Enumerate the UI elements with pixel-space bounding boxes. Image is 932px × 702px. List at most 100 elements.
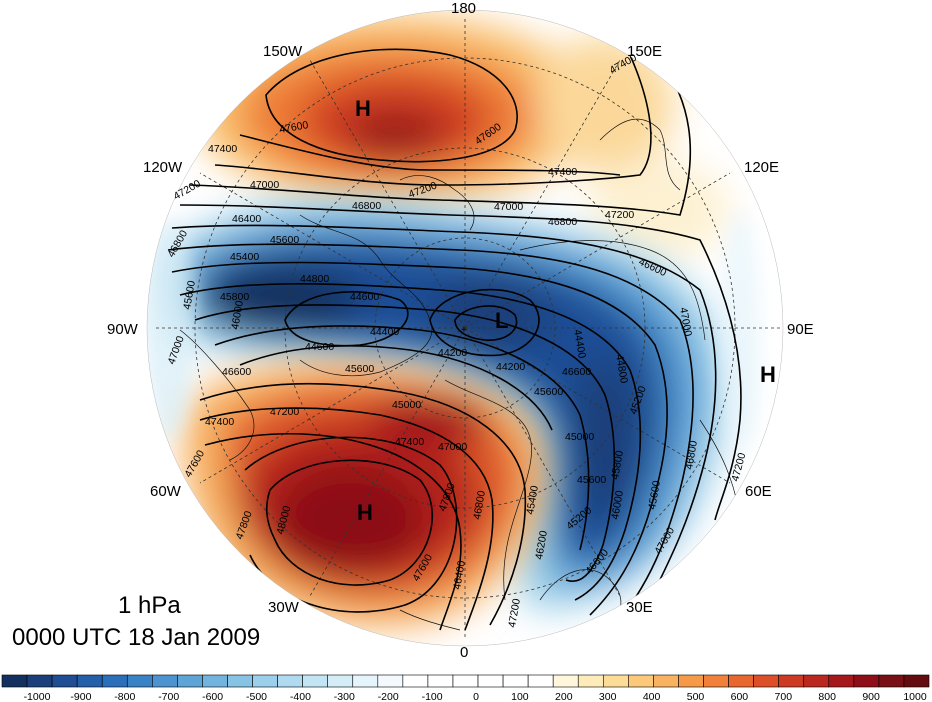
colorbar-tick-label: -900 [70, 691, 91, 702]
contour-label: 47400 [208, 143, 237, 155]
colorbar-box [252, 674, 278, 688]
contour-label: 46800 [471, 490, 488, 521]
colorbar-box [227, 674, 253, 688]
colorbar-box [728, 674, 754, 688]
colorbar-tick-label: 600 [731, 691, 749, 702]
colorbar-tick-label: 300 [599, 691, 617, 702]
contour-label: 46400 [232, 213, 261, 225]
colorbar-box [527, 674, 554, 688]
lon-label-30e: 30E [626, 599, 653, 616]
lon-label-0: 0 [460, 644, 468, 661]
colorbar-tick-label: 1000 [903, 691, 927, 702]
contour-label: 47400 [548, 166, 577, 178]
lon-label-180: 180 [451, 0, 476, 17]
contour-label: 47400 [205, 416, 234, 428]
colorbar-box [577, 674, 604, 688]
colorbar-boxes [1, 674, 930, 688]
colorbar-box [903, 674, 930, 688]
high-pressure-marker: H [357, 500, 373, 525]
colorbar-ticks: -1000 -900 -800 -700 -600 -500 -400 -300 -200 -10… [24, 691, 927, 702]
contour-label: 44400 [370, 326, 399, 338]
colorbar-box [628, 674, 654, 688]
contour-label: 46600 [222, 366, 251, 378]
lon-label-90e: 90E [787, 321, 814, 338]
colorbar-box [26, 674, 53, 688]
colorbar-box [753, 674, 779, 688]
low-pressure-marker: L [495, 308, 508, 333]
colorbar-box [126, 674, 153, 688]
colorbar-box [277, 674, 303, 688]
contour-label: 47600 [278, 119, 309, 136]
colorbar-tick-label: -800 [114, 691, 135, 702]
colorbar-box [51, 674, 78, 688]
valid-time-caption: 0000 UTC 18 Jan 2009 [12, 624, 261, 651]
colorbar-box [452, 674, 479, 688]
contour-label: 45600 [577, 474, 606, 486]
height-contours [167, 48, 742, 631]
colorbar-box [427, 674, 454, 688]
contour-label: 47200 [605, 209, 634, 221]
contour-label: 44800 [613, 353, 630, 384]
contour-label: 46000 [229, 300, 246, 331]
colorbar-tick-label: -700 [158, 691, 179, 702]
colorbar-tick-label: 0 [473, 691, 479, 702]
colorbar-tick-label: -300 [334, 691, 355, 702]
contour-label: 45600 [534, 386, 563, 398]
contour-label: 45600 [646, 480, 663, 511]
colorbar-tick-label: -200 [378, 691, 399, 702]
contour-label: 45600 [345, 363, 374, 375]
colorbar-box [853, 674, 880, 688]
contour-label: 45000 [565, 431, 594, 443]
lon-label-150e: 150E [627, 43, 662, 60]
contour-label: 44400 [571, 328, 588, 359]
colorbar-box [552, 674, 579, 688]
colorbar-box [352, 674, 379, 688]
graticule [155, 18, 780, 640]
contour-label: 44800 [300, 273, 329, 285]
colorbar-box [602, 674, 629, 688]
colorbar-box [302, 674, 328, 688]
colorbar-box [76, 674, 103, 688]
contour-label: 46200 [533, 530, 550, 561]
colorbar-tick-label: 500 [687, 691, 705, 702]
lon-label-60w: 60W [150, 483, 182, 500]
contour-label: 47200 [506, 598, 523, 629]
contour-label: 47400 [395, 436, 424, 448]
high-pressure-marker: H [355, 96, 371, 121]
contour-label: 44600 [350, 291, 379, 303]
colorbar-box [152, 674, 178, 688]
colorbar-tick-label: -600 [202, 691, 223, 702]
contour-label: 44600 [305, 341, 334, 353]
colorbar-box [653, 674, 679, 688]
lon-label-30w: 30W [268, 599, 300, 616]
contour-label: 45800 [220, 291, 249, 303]
contour-label: 45400 [524, 485, 541, 516]
colorbar-box [202, 674, 228, 688]
colorbar-tick-label: -1000 [24, 691, 51, 702]
contour-label: 45800 [609, 450, 626, 481]
colorbar-box [803, 674, 830, 688]
colorbar-tick-label: -100 [422, 691, 443, 702]
contour-label: 46800 [352, 200, 381, 212]
colorbar-tick-label: -500 [246, 691, 267, 702]
lon-label-120w: 120W [143, 159, 183, 176]
colorbar-box [703, 674, 729, 688]
colorbar-tick-label: 100 [511, 691, 529, 702]
contour-label: 47200 [270, 406, 299, 418]
lon-label-90w: 90W [107, 321, 139, 338]
polar-stereographic-map: 47400 47600 47600 47400 47200 47000 4680… [107, 0, 814, 661]
colorbar-box [502, 674, 529, 688]
contour-label: 47000 [494, 201, 523, 213]
contour-label: 45600 [181, 280, 198, 311]
colorbar-box [101, 674, 128, 688]
colorbar-box [1, 674, 28, 688]
contour-label: 44200 [496, 361, 525, 373]
colorbar-box [778, 674, 805, 688]
contour-label: 46800 [683, 440, 700, 471]
longitude-labels: 180 150E 120E 90E 60E 30E 0 30W 60W 90W … [107, 0, 814, 661]
colorbar-tick-label: 400 [643, 691, 661, 702]
colorbar-box [377, 674, 404, 688]
contour-label: 46000 [609, 490, 626, 521]
colorbar-tick-label: 700 [775, 691, 793, 702]
colorbar-box [402, 674, 429, 688]
